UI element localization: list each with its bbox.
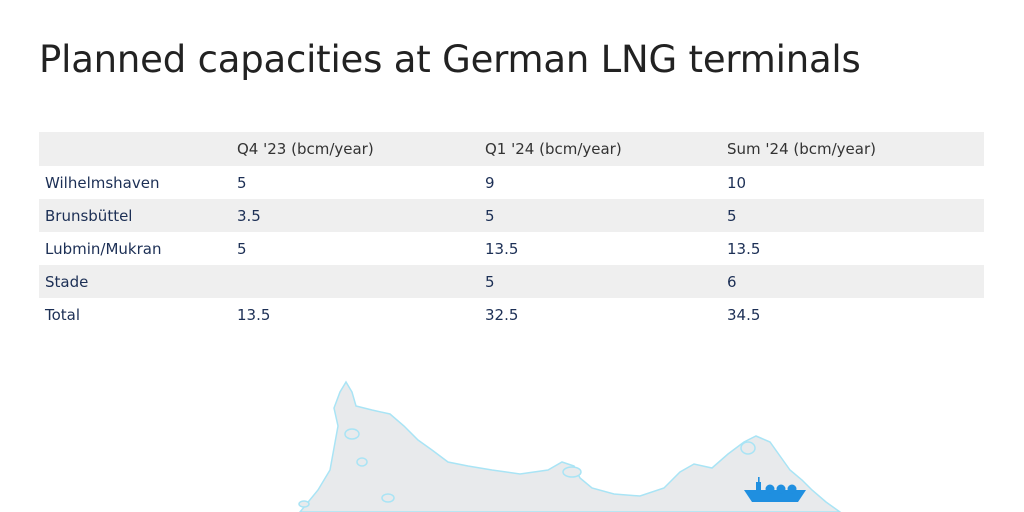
coastline-map [298, 380, 842, 512]
lng-ship-icon [744, 477, 806, 502]
table-header-row: Q4 '23 (bcm/year) Q1 '24 (bcm/year) Sum … [39, 132, 984, 166]
cell-q4-23: 5 [237, 239, 247, 258]
table-row: Wilhelmshaven 5 9 10 [39, 166, 984, 199]
cell-sum-24: 6 [721, 265, 984, 298]
column-header-sum-24: Sum '24 (bcm/year) [721, 132, 984, 166]
row-label-total: Total [45, 305, 81, 324]
table-row: Lubmin/Mukran 5 13.5 13.5 [39, 232, 984, 265]
cell-q1-24: 32.5 [485, 305, 519, 324]
cell-sum-24: 10 [727, 173, 747, 192]
cell-sum-24: 34.5 [727, 305, 761, 324]
row-label-stade: Stade [39, 265, 231, 298]
table-row: Total 13.5 32.5 34.5 [39, 298, 984, 331]
cell-q1-24: 13.5 [485, 239, 519, 258]
row-label-brunsbuettel: Brunsbüttel [39, 199, 231, 232]
cell-q4-23 [231, 265, 479, 298]
table-row: Brunsbüttel 3.5 5 5 [39, 199, 984, 232]
cell-q4-23: 5 [237, 173, 247, 192]
column-header-q4-23: Q4 '23 (bcm/year) [231, 132, 479, 166]
cell-sum-24: 13.5 [727, 239, 761, 258]
table-row: Stade 5 6 [39, 265, 984, 298]
cell-q4-23: 3.5 [231, 199, 479, 232]
cell-q1-24: 9 [485, 173, 495, 192]
cell-sum-24: 5 [721, 199, 984, 232]
cell-q1-24: 5 [479, 199, 721, 232]
capacity-table: Q4 '23 (bcm/year) Q1 '24 (bcm/year) Sum … [39, 132, 984, 331]
cell-q1-24: 5 [479, 265, 721, 298]
row-label-wilhelmshaven: Wilhelmshaven [45, 173, 160, 192]
page-title: Planned capacities at German LNG termina… [39, 38, 861, 81]
cell-q4-23: 13.5 [237, 305, 271, 324]
land-mass [298, 380, 842, 512]
row-label-lubmin-mukran: Lubmin/Mukran [45, 239, 162, 258]
column-header-q1-24: Q1 '24 (bcm/year) [479, 132, 721, 166]
column-header-terminal [39, 132, 231, 166]
